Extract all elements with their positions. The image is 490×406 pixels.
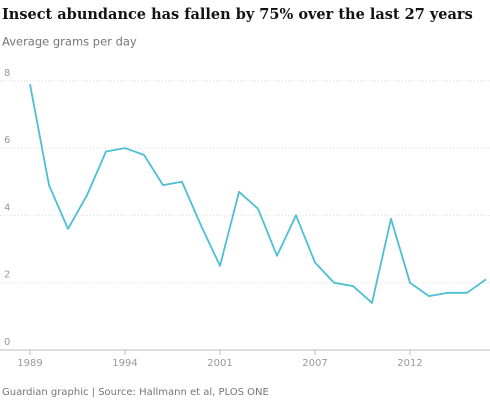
x-tick-label: 2012 xyxy=(397,358,422,369)
chart-subtitle: Average grams per day xyxy=(2,35,137,49)
y-tick-label: 4 xyxy=(4,202,10,213)
x-tick-label: 1989 xyxy=(17,358,42,369)
y-tick-label: 8 xyxy=(4,68,10,79)
y-tick-label: 6 xyxy=(4,135,10,146)
x-tick-label: 2001 xyxy=(207,358,232,369)
x-tick-label: 1994 xyxy=(112,358,137,369)
x-tick-label: 2007 xyxy=(302,358,327,369)
y-tick-label: 2 xyxy=(4,270,10,281)
chart-title: Insect abundance has fallen by 75% over … xyxy=(2,6,473,23)
source: Guardian graphic | Source: Hallmann et a… xyxy=(2,387,269,398)
y-tick-label: 0 xyxy=(4,337,10,348)
data-line xyxy=(29,84,487,304)
